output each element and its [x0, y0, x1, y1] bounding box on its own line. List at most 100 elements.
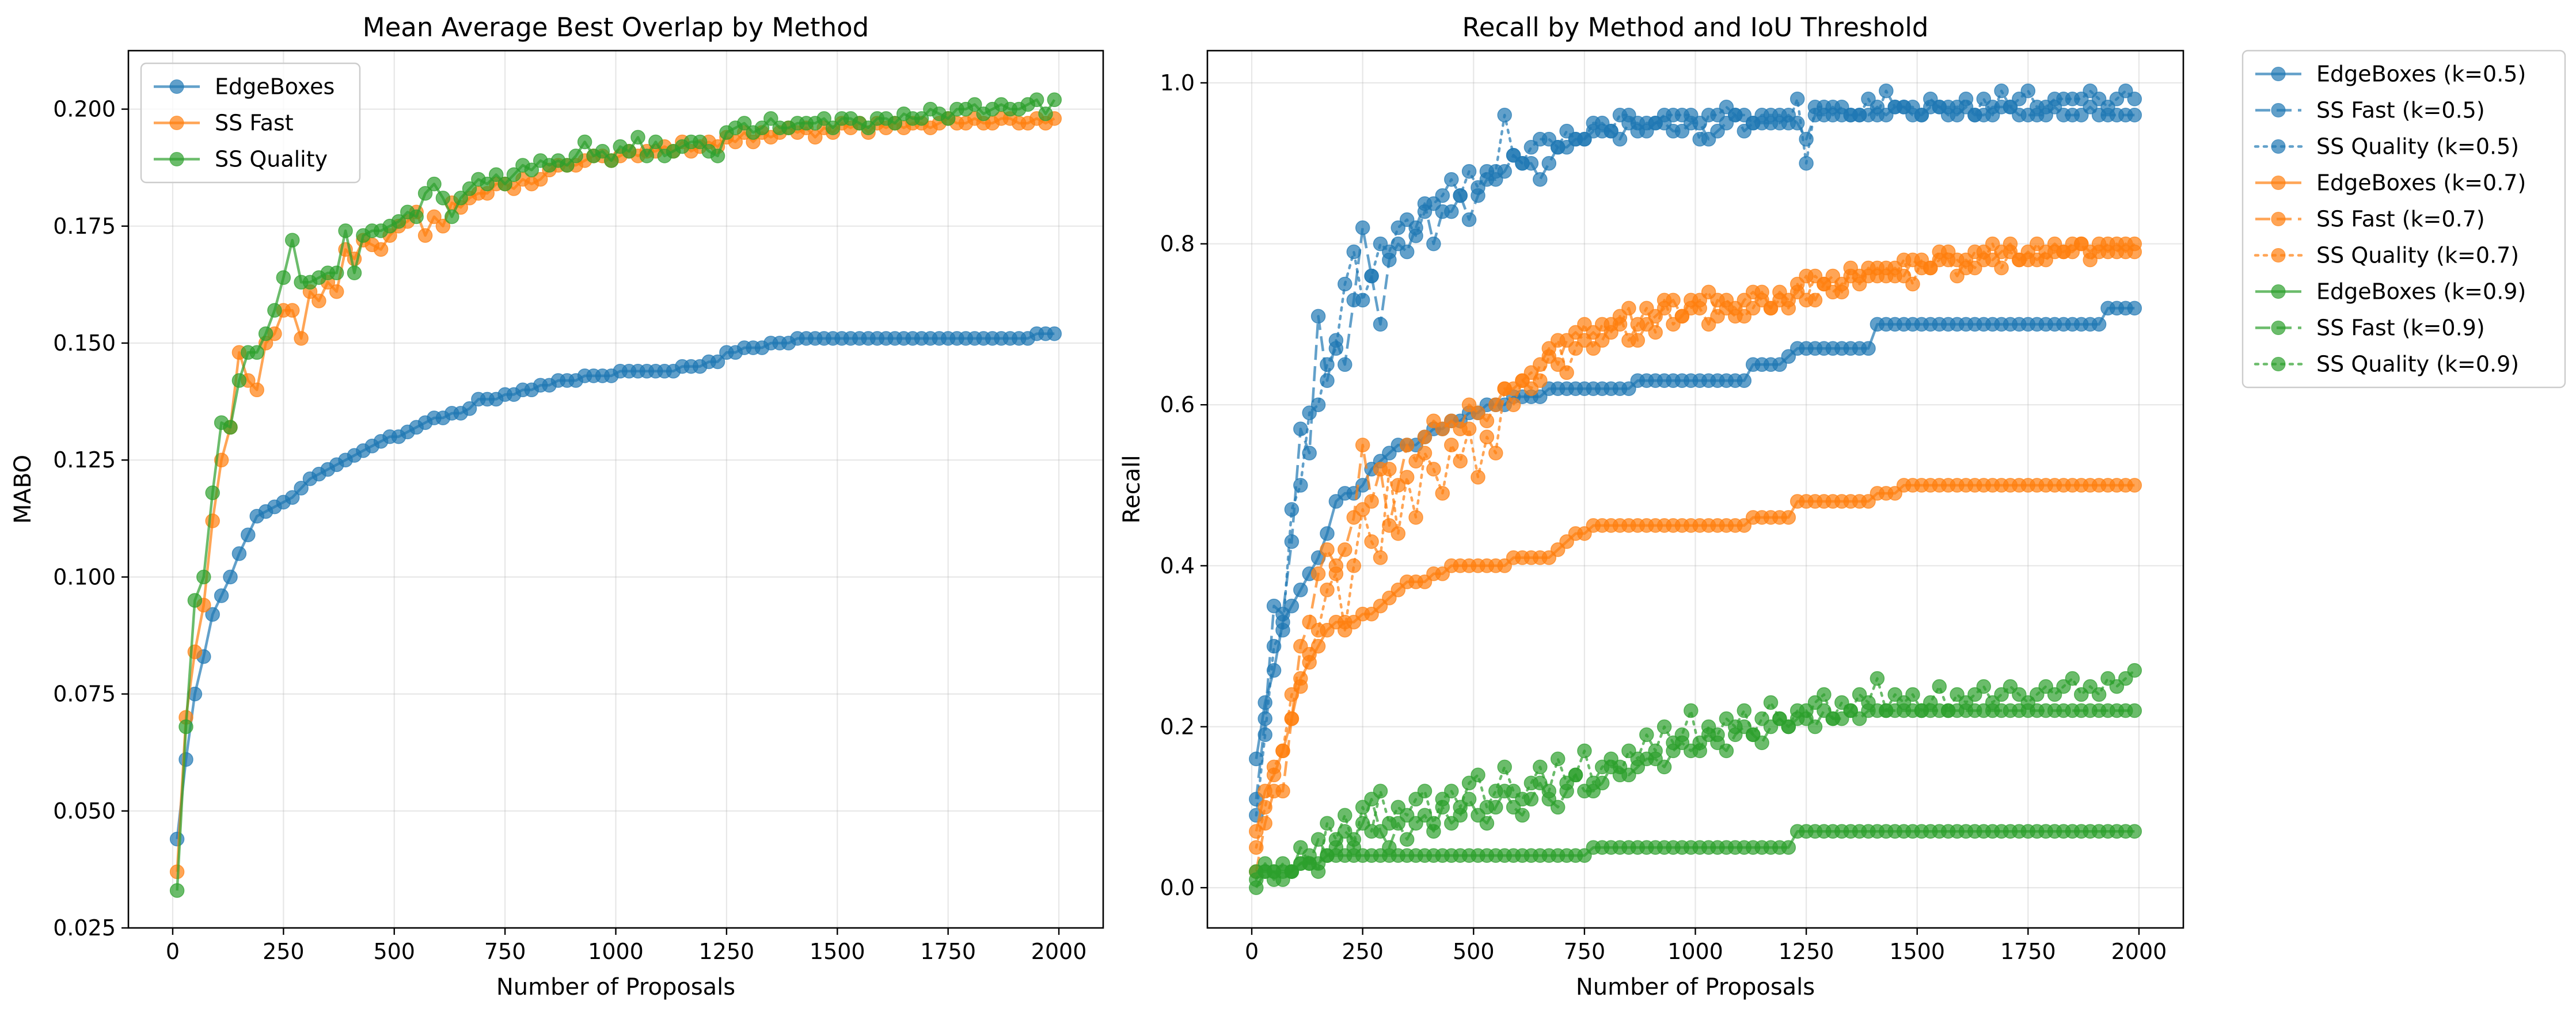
data-point	[1728, 719, 1743, 735]
data-point	[1648, 743, 1663, 759]
data-point	[1639, 300, 1654, 316]
data-point	[1870, 671, 1885, 686]
y-tick-label: 0.8	[1160, 231, 1195, 257]
data-point	[1550, 800, 1566, 815]
legend-frame	[2241, 50, 2566, 389]
data-point	[861, 120, 876, 135]
y-tick-label: 0.075	[53, 682, 116, 707]
series-line	[1255, 669, 2136, 881]
data-point	[1444, 783, 1459, 799]
data-point	[1275, 783, 1290, 799]
x-tick-label: 1250	[1779, 939, 1834, 964]
legend-entry: EdgeBoxes (k=0.7)	[2255, 170, 2526, 196]
data-point	[1338, 622, 1352, 638]
series-edgeboxes-k-0-9	[1249, 824, 2142, 879]
series-edgeboxes-k-0-7	[1249, 478, 2142, 839]
legend-marker	[2271, 248, 2286, 262]
data-point	[1444, 204, 1459, 219]
data-point	[1648, 325, 1663, 340]
data-point	[1047, 326, 1062, 341]
data-point	[1310, 566, 1326, 581]
data-point	[1684, 703, 1699, 718]
data-point	[488, 167, 504, 182]
data-point	[1550, 333, 1566, 348]
legend-label: SS Fast	[215, 111, 294, 136]
y-tick-label: 1.0	[1160, 70, 1195, 96]
data-point	[816, 111, 831, 126]
data-point	[1550, 751, 1566, 767]
data-point	[2127, 300, 2142, 316]
data-point	[1399, 244, 1415, 260]
data-point	[1382, 816, 1397, 831]
data-point	[1461, 212, 1477, 227]
data-point	[1328, 341, 1344, 356]
data-point	[1453, 454, 1468, 469]
data-point	[1586, 775, 1601, 791]
x-tick-label: 1250	[699, 939, 755, 964]
data-point	[1038, 106, 1053, 121]
data-point	[1355, 220, 1370, 235]
data-point	[294, 331, 309, 346]
y-tick-label: 0.6	[1160, 392, 1195, 417]
data-point	[169, 831, 185, 847]
legend-label: SS Quality (k=0.9)	[2316, 352, 2519, 377]
data-point	[1879, 83, 1894, 98]
data-point	[1328, 832, 1344, 847]
data-point	[1338, 542, 1352, 557]
data-point	[1684, 108, 1699, 123]
data-point	[1825, 711, 1841, 726]
data-point	[1506, 397, 1521, 412]
data-point	[1852, 108, 1867, 123]
legend-marker	[2271, 139, 2286, 154]
data-point	[231, 373, 247, 388]
data-point	[1559, 365, 1574, 380]
data-point	[1479, 800, 1495, 815]
data-point	[1275, 622, 1290, 638]
data-point	[1266, 638, 1282, 654]
data-point	[1763, 695, 1779, 710]
data-point	[1861, 695, 1876, 710]
x-tick-label: 1000	[1667, 939, 1723, 964]
data-point	[1320, 583, 1335, 598]
data-point	[311, 294, 326, 309]
data-point	[1310, 622, 1326, 638]
data-point	[205, 607, 220, 622]
data-point	[223, 420, 238, 435]
data-point	[497, 176, 512, 192]
y-axis-label: Recall	[1119, 455, 1145, 523]
data-point	[347, 265, 362, 280]
data-point	[249, 345, 264, 360]
data-point	[1284, 534, 1300, 549]
data-point	[2091, 317, 2107, 332]
data-point	[1257, 711, 1272, 726]
chart-recall: 0 250 500 750 1000 1250 1500 1750 2000 0.0 0.2 0.4 0…	[1119, 12, 2566, 1000]
data-point	[1781, 300, 1796, 316]
y-tick-label: 0.100	[53, 564, 116, 589]
data-point	[1994, 83, 2009, 98]
data-point	[1373, 550, 1388, 565]
data-point	[710, 354, 725, 370]
y-tick-label: 0.175	[53, 214, 116, 239]
legend-label: SS Quality (k=0.5)	[2316, 134, 2519, 159]
x-tick-label: 1500	[1889, 939, 1945, 964]
data-point	[1497, 759, 1512, 775]
data-point	[1781, 840, 1796, 855]
y-tick-label: 0.050	[53, 798, 116, 824]
data-point	[1789, 276, 1805, 292]
data-point	[2030, 236, 2045, 252]
data-point	[1399, 212, 1415, 227]
data-point	[1328, 566, 1344, 581]
data-point	[2091, 687, 2107, 702]
data-point	[338, 223, 353, 238]
data-point	[1364, 824, 1379, 839]
data-point	[1754, 284, 1769, 300]
data-point	[196, 569, 211, 585]
chart-title: Mean Average Best Overlap by Method	[363, 12, 869, 43]
legend-label: EdgeBoxes (k=0.7)	[2316, 170, 2526, 196]
data-point	[373, 242, 389, 257]
data-point	[1701, 284, 1716, 300]
data-point	[1453, 800, 1468, 815]
data-point	[284, 303, 300, 318]
data-point	[1692, 132, 1707, 147]
